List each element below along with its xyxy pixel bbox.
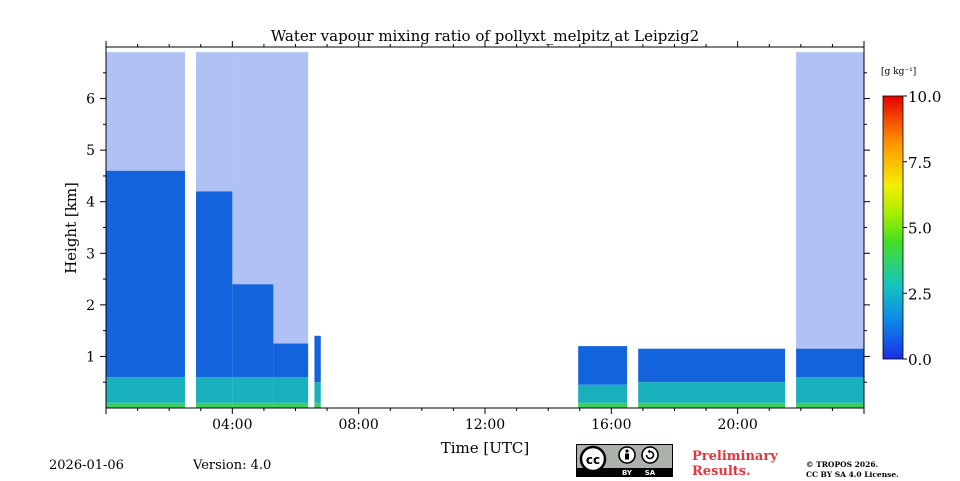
cc-license-badge: cc BY SA bbox=[576, 444, 673, 477]
data-block-6 bbox=[638, 348, 786, 408]
boundary-layer bbox=[638, 382, 786, 403]
colorbar-tick-label: 2.5 bbox=[908, 285, 932, 303]
dense-region bbox=[578, 346, 628, 385]
surface-layer bbox=[796, 402, 864, 408]
colorbar-tick-label: 10.0 bbox=[908, 88, 941, 106]
data-block-3 bbox=[273, 52, 309, 408]
x-tick-label: 12:00 bbox=[465, 417, 505, 433]
surface-layer bbox=[314, 402, 321, 408]
data-block-1 bbox=[196, 52, 233, 408]
surface-layer bbox=[273, 402, 309, 408]
footer-date: 2026-01-06 bbox=[49, 458, 124, 473]
surface-layer bbox=[638, 402, 786, 408]
y-tick-label: 5 bbox=[86, 143, 95, 159]
preliminary-results-note: Preliminary Results. bbox=[692, 449, 778, 479]
sparse-region bbox=[106, 52, 185, 171]
x-tick-label: 20:00 bbox=[717, 417, 757, 433]
chart-title: Water vapour mixing ratio of pollyxt_mel… bbox=[271, 27, 699, 45]
dense-region bbox=[273, 343, 309, 378]
dense-region bbox=[314, 335, 321, 383]
heatmap-layer bbox=[106, 52, 864, 408]
boundary-layer bbox=[196, 377, 233, 403]
boundary-layer bbox=[314, 382, 321, 403]
y-axis-label: Height [km] bbox=[62, 182, 80, 274]
colorbar bbox=[882, 95, 904, 360]
cc-icon bbox=[579, 445, 607, 473]
data-block-0 bbox=[106, 52, 185, 408]
dense-region bbox=[232, 284, 274, 378]
y-tick-label: 1 bbox=[86, 349, 95, 365]
dense-region bbox=[638, 348, 786, 383]
footer-version: Version: 4.0 bbox=[193, 458, 272, 473]
sparse-region bbox=[273, 52, 309, 344]
surface-layer bbox=[232, 402, 274, 408]
y-tick-label: 2 bbox=[86, 298, 95, 314]
preliminary-line1: Preliminary bbox=[692, 449, 778, 464]
x-tick-label: 04:00 bbox=[212, 417, 252, 433]
y-tick-label: 4 bbox=[86, 195, 95, 211]
colorbar-tick-label: 0.0 bbox=[908, 351, 932, 369]
colorbar-tick-label: 7.5 bbox=[908, 154, 932, 172]
data-block-5 bbox=[578, 346, 628, 408]
sa-label: SA bbox=[645, 469, 656, 477]
copyright-line2: CC BY SA 4.0 License. bbox=[806, 470, 899, 479]
dense-region bbox=[106, 170, 185, 378]
boundary-layer bbox=[106, 377, 185, 403]
by-label: BY bbox=[622, 469, 633, 477]
sparse-region bbox=[796, 52, 864, 349]
y-axis: 1 2 3 4 5 6 bbox=[86, 72, 870, 383]
sparse-region bbox=[232, 52, 274, 285]
surface-layer bbox=[578, 402, 628, 408]
surface-layer bbox=[196, 402, 233, 408]
y-tick-label: 3 bbox=[86, 246, 95, 262]
x-axis-label: Time [UTC] bbox=[441, 439, 530, 457]
colorbar-ticks: 0.0 2.5 5.0 7.5 10.0 bbox=[903, 88, 941, 369]
colorbar-unit-label: [g kg⁻¹] bbox=[881, 67, 916, 77]
dense-region bbox=[796, 348, 864, 378]
sparse-region bbox=[196, 52, 233, 192]
copyright-note: © TROPOS 2026. CC BY SA 4.0 License. bbox=[806, 460, 899, 480]
x-tick-label: 08:00 bbox=[338, 417, 378, 433]
boundary-layer bbox=[578, 384, 628, 403]
y-tick-label: 6 bbox=[86, 92, 95, 108]
surface-layer bbox=[106, 402, 185, 408]
colorbar-tick-label: 5.0 bbox=[908, 220, 932, 238]
copyright-line1: © TROPOS 2026. bbox=[806, 460, 879, 469]
sa-icon bbox=[641, 446, 659, 464]
dense-region bbox=[196, 191, 233, 378]
boundary-layer bbox=[232, 377, 274, 403]
x-axis: 04:00 08:00 12:00 16:00 20:00 bbox=[105, 41, 865, 433]
boundary-layer bbox=[273, 377, 309, 403]
cc-icon-label: cc bbox=[586, 453, 600, 467]
data-block-4 bbox=[314, 335, 321, 408]
boundary-layer bbox=[796, 377, 864, 403]
x-tick-label: 16:00 bbox=[591, 417, 631, 433]
data-block-7 bbox=[796, 52, 864, 408]
data-block-2 bbox=[232, 52, 274, 408]
preliminary-line2: Results. bbox=[692, 464, 751, 479]
